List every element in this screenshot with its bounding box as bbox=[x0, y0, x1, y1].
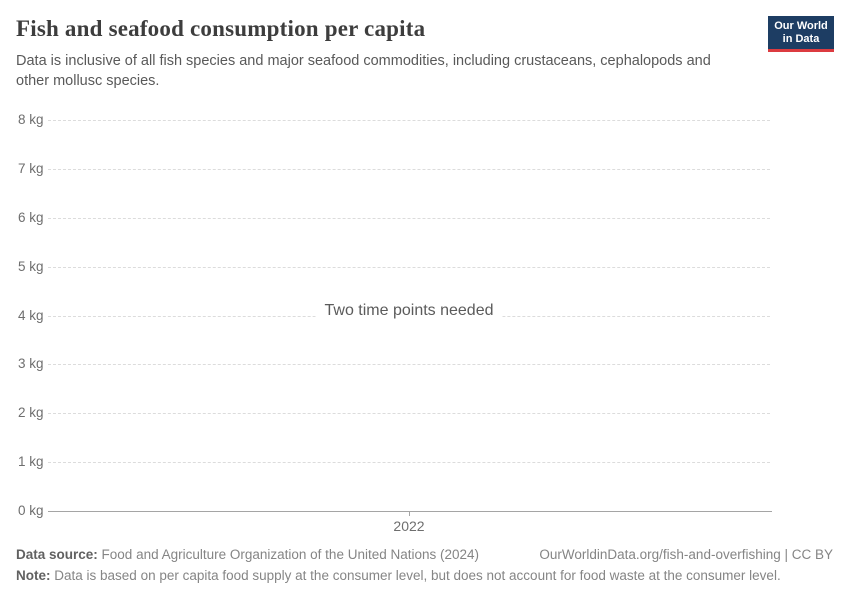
y-gridline bbox=[48, 168, 770, 170]
footer-note-row: Note: Data is based on per capita food s… bbox=[16, 567, 833, 584]
note-text: Data is based on per capita food supply … bbox=[54, 568, 781, 583]
data-source-label: Data source: bbox=[16, 547, 98, 562]
y-gridline bbox=[48, 413, 770, 415]
x-axis-line bbox=[48, 511, 772, 512]
y-axis-tick-label: 7 kg bbox=[18, 160, 44, 176]
y-axis-tick-label: 1 kg bbox=[18, 454, 44, 470]
chart-subtitle: Data is inclusive of all fish species an… bbox=[16, 53, 711, 89]
owid-logo[interactable]: Our World in Data bbox=[768, 16, 834, 52]
note-label: Note: bbox=[16, 568, 51, 583]
y-axis-tick-label: 0 kg bbox=[18, 503, 44, 518]
y-gridline bbox=[48, 266, 770, 268]
data-source-line: Data source: Food and Agriculture Organi… bbox=[16, 546, 479, 563]
footer-source-row: Data source: Food and Agriculture Organi… bbox=[16, 546, 833, 563]
x-axis-tick bbox=[409, 511, 410, 516]
y-gridline bbox=[48, 462, 770, 464]
y-axis-tick-label: 3 kg bbox=[18, 356, 44, 372]
chart-footer: Data source: Food and Agriculture Organi… bbox=[16, 546, 833, 584]
y-axis-tick-label: 4 kg bbox=[18, 307, 44, 323]
chart-title: Fish and seafood consumption per capita bbox=[16, 16, 426, 41]
owid-url-link[interactable]: OurWorldinData.org/fish-and-overfishing … bbox=[539, 547, 833, 562]
y-axis-tick-label: 2 kg bbox=[18, 405, 44, 421]
x-axis-tick-label: 2022 bbox=[393, 518, 425, 534]
y-axis-tick-label: 5 kg bbox=[18, 258, 44, 274]
data-source-text: Food and Agriculture Organization of the… bbox=[101, 547, 480, 562]
y-gridline bbox=[48, 120, 770, 121]
y-gridline bbox=[48, 364, 770, 366]
owid-logo-line1: Our World bbox=[774, 20, 828, 32]
y-axis-tick-label: 6 kg bbox=[18, 209, 44, 225]
y-axis-tick-label: 8 kg bbox=[18, 112, 44, 127]
owid-logo-line2: in Data bbox=[782, 33, 820, 45]
y-gridline bbox=[48, 217, 770, 219]
empty-state-message: Two time points needed bbox=[315, 300, 503, 322]
